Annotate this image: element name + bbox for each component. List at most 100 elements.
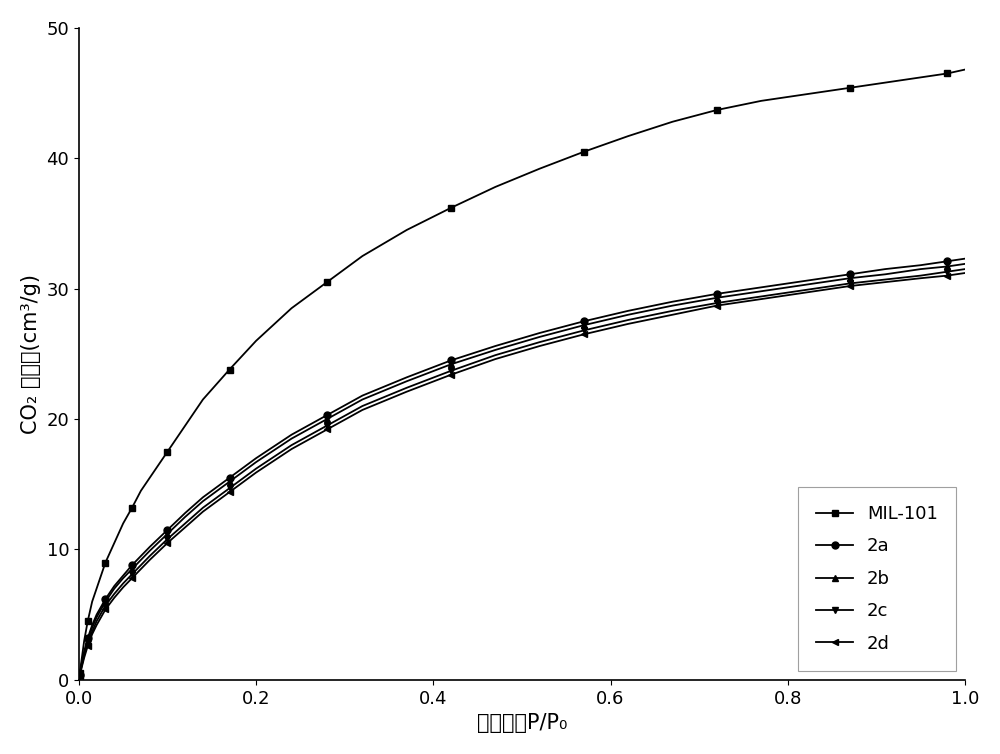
Line: 2b: 2b [76, 260, 968, 678]
2c [135, 561, 147, 570]
2b [844, 274, 856, 283]
2c [915, 271, 927, 280]
2a [108, 581, 120, 590]
2c [286, 440, 298, 449]
2c [144, 551, 156, 560]
MIL-101 [126, 503, 138, 512]
2c [534, 338, 546, 347]
2d [667, 310, 679, 319]
2a [489, 342, 501, 351]
2c [86, 627, 98, 636]
2c [844, 279, 856, 288]
2b [356, 395, 368, 404]
Line: MIL-101: MIL-101 [76, 66, 968, 677]
2c [99, 601, 111, 610]
2b [82, 636, 94, 645]
Legend: MIL-101, 2a, 2b, 2c, 2d: MIL-101, 2a, 2b, 2c, 2d [798, 487, 956, 671]
2b [224, 477, 236, 486]
2b [915, 265, 927, 274]
2d [879, 277, 891, 287]
2c [356, 401, 368, 410]
2c [78, 651, 90, 660]
2c [799, 286, 811, 295]
2c [74, 672, 86, 681]
MIL-101 [197, 395, 209, 404]
2c [755, 292, 767, 301]
2c [711, 299, 723, 308]
2a [321, 411, 333, 420]
2d [78, 653, 90, 662]
2b [755, 287, 767, 296]
2a [401, 372, 413, 382]
MIL-101 [755, 97, 767, 106]
2a [622, 306, 634, 315]
Line: 2c: 2c [76, 265, 968, 679]
MIL-101 [135, 486, 147, 495]
2b [879, 270, 891, 279]
2d [108, 593, 120, 602]
2c [401, 383, 413, 392]
MIL-101 [356, 252, 368, 261]
2a [941, 257, 953, 266]
MIL-101 [144, 474, 156, 483]
2d [82, 642, 94, 651]
2a [74, 670, 86, 679]
2d [799, 288, 811, 297]
MIL-101 [711, 106, 723, 115]
MIL-101 [99, 558, 111, 567]
2b [445, 360, 457, 369]
MIL-101 [578, 147, 590, 156]
2d [959, 268, 971, 277]
MIL-101 [78, 636, 90, 645]
2a [356, 391, 368, 400]
2d [489, 354, 501, 363]
2b [108, 584, 120, 593]
2a [91, 610, 103, 619]
MIL-101 [799, 90, 811, 99]
2b [667, 301, 679, 310]
2d [250, 468, 262, 477]
2b [135, 556, 147, 565]
2c [197, 503, 209, 512]
2a [250, 454, 262, 463]
2d [126, 574, 138, 583]
2c [76, 662, 88, 671]
2b [401, 377, 413, 386]
2b [489, 345, 501, 354]
2d [534, 342, 546, 351]
2b [179, 513, 191, 522]
MIL-101 [82, 617, 94, 626]
2c [82, 639, 94, 648]
2a [78, 647, 90, 656]
2c [445, 366, 457, 375]
MIL-101 [667, 117, 679, 126]
2a [135, 551, 147, 560]
2c [117, 579, 129, 588]
2d [941, 271, 953, 280]
2d [286, 445, 298, 454]
2a [844, 270, 856, 279]
Line: 2a: 2a [76, 255, 968, 678]
2a [667, 297, 679, 306]
2a [144, 542, 156, 551]
2a [224, 474, 236, 483]
2c [179, 519, 191, 528]
2d [161, 538, 173, 547]
2b [711, 293, 723, 302]
2c [941, 267, 953, 276]
2a [915, 261, 927, 270]
2a [117, 571, 129, 580]
2a [179, 508, 191, 517]
2d [76, 664, 88, 673]
2d [844, 281, 856, 290]
2c [578, 326, 590, 335]
2d [578, 329, 590, 339]
2a [755, 283, 767, 292]
MIL-101 [941, 69, 953, 78]
MIL-101 [91, 584, 103, 593]
2c [108, 590, 120, 599]
MIL-101 [250, 336, 262, 345]
2c [489, 351, 501, 360]
2d [117, 583, 129, 592]
2b [959, 259, 971, 268]
